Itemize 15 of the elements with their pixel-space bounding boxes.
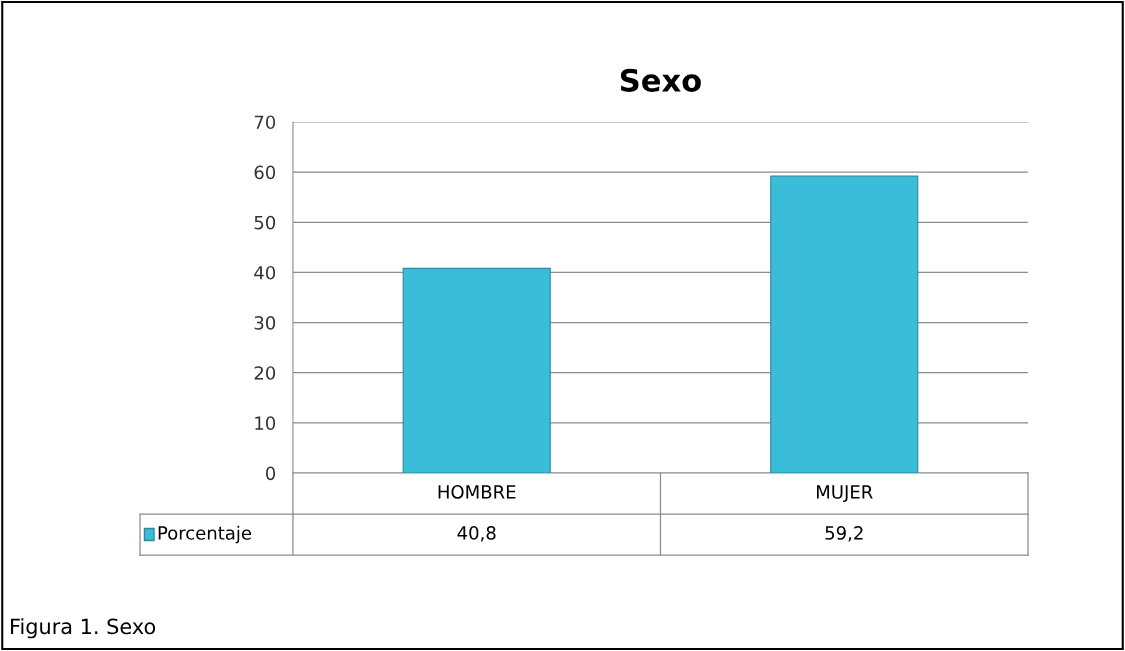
x-tick-label: MUJER (816, 485, 873, 503)
legend-label: Porcentaje (158, 525, 252, 544)
text: Figura 1. Sexo (11, 618, 156, 639)
y-tick-label: 70 (254, 115, 276, 130)
x-tick-label: HOMBRE (438, 485, 516, 499)
y-tick-label: 30 (254, 316, 276, 330)
y-tick-label: 20 (254, 366, 276, 380)
data-label: 40,8 (457, 526, 496, 542)
y-tick-label: 0 (265, 466, 276, 481)
y-tick-label: 40 (254, 265, 276, 280)
y-tick-label: 50 (254, 215, 276, 230)
data-label: 59,2 (825, 526, 863, 542)
y-tick-label: 10 (255, 416, 276, 430)
y-tick-label: 60 (254, 165, 276, 180)
chart-title: Sexo (620, 68, 701, 92)
